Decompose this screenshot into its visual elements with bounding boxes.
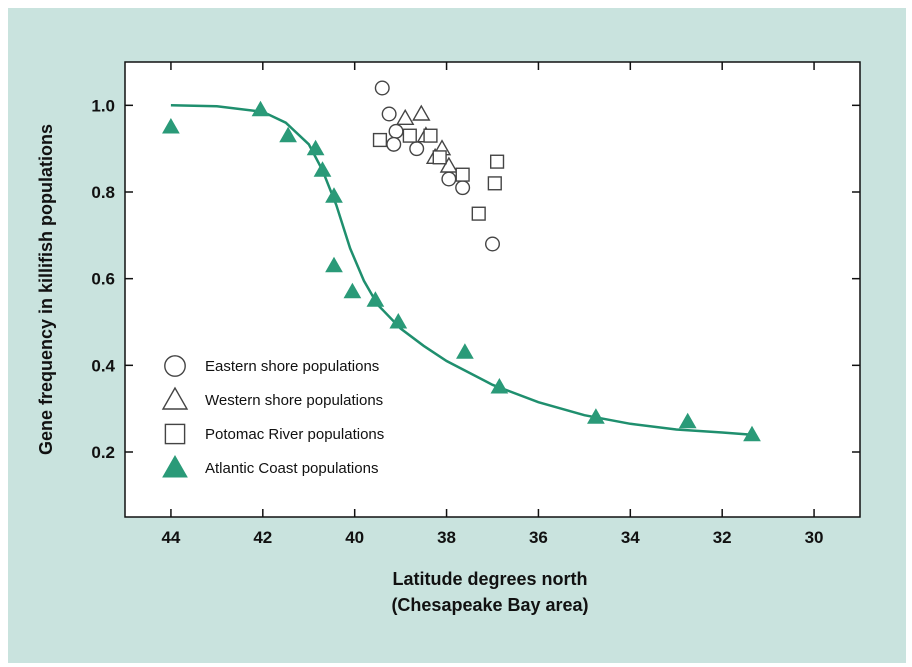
legend-circle-icon <box>164 355 186 377</box>
potomac-river-point <box>489 154 505 169</box>
atlantic-coast-point <box>279 126 297 143</box>
atlantic-coast-point <box>325 256 343 273</box>
y-tick-label: 0.4 <box>91 356 115 375</box>
atlantic-coast-point <box>678 412 697 429</box>
eastern-shore-point <box>388 123 404 139</box>
potomac-river-point <box>487 176 502 191</box>
atlantic-coast-point <box>743 425 761 442</box>
potomac-river-point <box>455 167 470 182</box>
y-tick-label: 1.0 <box>91 96 115 115</box>
y-tick-label: 0.8 <box>91 183 115 202</box>
x-axis-subtitle: (Chesapeake Bay area) <box>391 595 588 615</box>
x-tick-label: 42 <box>253 528 272 547</box>
potomac-river-point <box>471 206 486 221</box>
y-tick-label: 0.6 <box>91 270 115 289</box>
western-shore-point <box>395 108 415 126</box>
x-tick-label: 38 <box>437 528 456 547</box>
x-tick-label: 40 <box>345 528 364 547</box>
western-shore-point <box>439 156 459 173</box>
legend-label: Eastern shore populations <box>205 358 379 375</box>
eastern-shore-point <box>386 136 402 152</box>
x-tick-label: 34 <box>621 528 640 547</box>
legend: Eastern shore populations Western shore p… <box>161 355 384 478</box>
x-axis-title: Latitude degrees north <box>392 569 587 589</box>
eastern-shore-point <box>441 171 457 187</box>
plot-area <box>124 61 861 518</box>
potomac-river-point <box>432 150 447 165</box>
atlantic-coast-point <box>251 100 270 117</box>
legend-label: Potomac River populations <box>205 426 384 443</box>
eastern-shore-point <box>485 236 501 252</box>
legend-open-triangle-icon <box>161 386 189 410</box>
legend-square-icon <box>164 423 186 445</box>
x-tick-label: 36 <box>529 528 548 547</box>
atlantic-fit-curve <box>170 104 753 436</box>
atlantic-coast-point <box>306 139 325 156</box>
eastern-shore-point <box>455 180 471 196</box>
western-shore-point <box>412 104 431 121</box>
atlantic-coast-point <box>343 282 362 299</box>
potomac-river-point <box>402 128 417 143</box>
y-tick-label: 0.2 <box>91 443 115 462</box>
legend-label: Atlantic Coast populations <box>205 460 378 477</box>
atlantic-coast-point <box>313 161 332 177</box>
legend-filled-triangle-icon <box>162 454 188 478</box>
x-tick-label: 30 <box>805 528 824 547</box>
x-tick-label: 44 <box>161 528 180 547</box>
atlantic-coast-point <box>366 291 385 307</box>
atlantic-coast-point <box>389 312 408 329</box>
x-tick-label: 32 <box>713 528 732 547</box>
atlantic-coast-point <box>587 408 605 424</box>
eastern-shore-point <box>409 141 425 157</box>
y-axis-title: Gene frequency in killifish populations <box>36 124 56 455</box>
atlantic-coast-point <box>162 117 180 134</box>
atlantic-coast-point <box>325 187 343 203</box>
potomac-river-point <box>423 128 438 143</box>
eastern-shore-point <box>374 80 390 96</box>
atlantic-coast-point <box>456 343 474 359</box>
legend-label: Western shore populations <box>205 392 383 409</box>
potomac-river-point <box>372 132 388 148</box>
eastern-shore-point <box>381 106 397 122</box>
atlantic-coast-point <box>490 377 509 394</box>
